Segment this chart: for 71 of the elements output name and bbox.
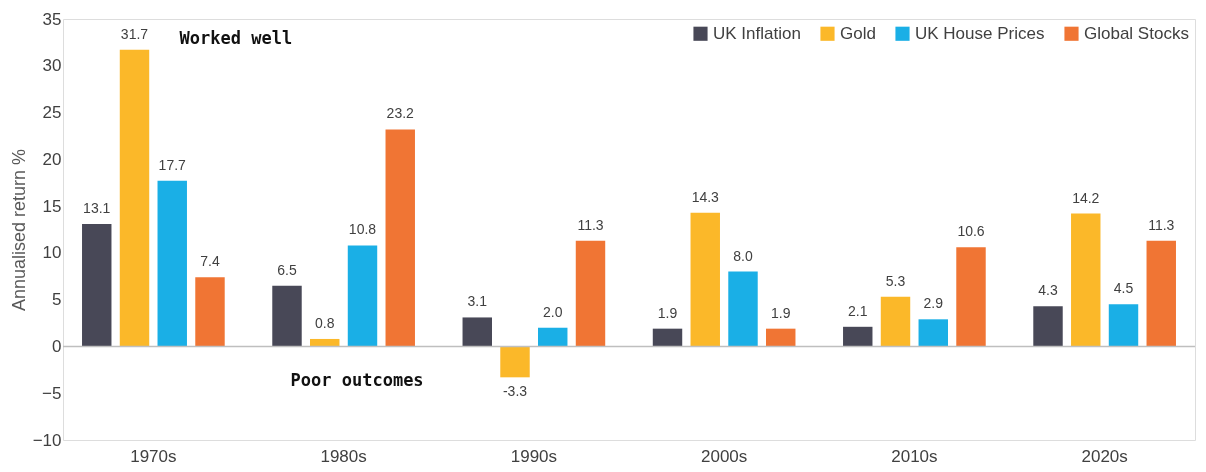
data-label: 23.2 [386, 105, 415, 122]
data-label: 14.3 [691, 188, 720, 205]
data-label: 31.7 [120, 25, 149, 42]
y-tick-label: 20 [42, 149, 62, 169]
data-label: 2.9 [923, 295, 944, 312]
data-label: 6.5 [277, 261, 297, 278]
x-tick-label: 1970s [130, 446, 177, 466]
data-label: 8.0 [733, 247, 753, 264]
bar [575, 240, 606, 347]
bar [1108, 304, 1139, 347]
y-axis-title: Annualised return % [8, 148, 29, 312]
bar [272, 285, 302, 347]
bar [347, 245, 378, 347]
data-label: 3.1 [467, 293, 488, 310]
bar [880, 296, 911, 347]
legend-label: UK Inflation [713, 23, 801, 43]
x-tick-label: 1980s [320, 446, 367, 466]
bar [1146, 240, 1176, 347]
data-label: 17.7 [158, 156, 187, 173]
y-tick-label: 35 [42, 9, 62, 29]
data-label: 1.9 [771, 304, 791, 321]
y-tick-label: 0 [52, 336, 62, 356]
data-label: 13.1 [83, 199, 111, 216]
y-tick-label: −10 [32, 430, 62, 450]
data-label: -3.3 [502, 383, 528, 400]
bar [956, 247, 986, 347]
data-label: 5.3 [885, 272, 906, 289]
bar [82, 223, 112, 347]
y-tick-label: 15 [42, 196, 62, 216]
legend-label: UK House Prices [915, 23, 1045, 43]
bar [310, 338, 340, 347]
bar [766, 328, 796, 347]
y-tick-label: 30 [42, 56, 62, 76]
annotation: Worked well [179, 28, 293, 48]
data-label: 1.9 [657, 304, 678, 321]
bar [157, 180, 187, 347]
bar [1071, 213, 1101, 347]
data-label: 10.6 [957, 223, 985, 240]
bar [1033, 306, 1063, 347]
data-label: 4.3 [1038, 282, 1058, 299]
data-label: 7.4 [200, 253, 220, 270]
annotation: Poor outcomes [290, 370, 424, 390]
bar [385, 129, 415, 347]
y-tick-label: 25 [42, 103, 62, 123]
data-label: 10.8 [348, 221, 377, 238]
data-label: 0.8 [315, 314, 335, 331]
bar [918, 319, 948, 347]
x-tick-label: 1990s [510, 446, 558, 466]
x-tick-label: 2020s [1081, 446, 1128, 466]
bar [652, 328, 683, 347]
x-tick-label: 2000s [700, 446, 748, 466]
y-tick-label: −5 [42, 383, 62, 403]
data-label: 14.2 [1072, 189, 1100, 206]
bar [500, 346, 530, 378]
data-label: 11.3 [577, 216, 604, 233]
legend-label: Global Stocks [1084, 23, 1189, 43]
x-tick-label: 2010s [891, 446, 938, 466]
data-label: 11.3 [1148, 216, 1175, 233]
bar [690, 212, 720, 347]
data-label: 4.5 [1113, 280, 1134, 297]
bar [538, 327, 568, 347]
data-label: 2.1 [848, 302, 868, 319]
bar [119, 49, 150, 347]
y-tick-label: 5 [52, 290, 62, 310]
y-tick-label: 10 [42, 243, 62, 263]
bar [728, 271, 758, 347]
data-label: 2.0 [543, 303, 563, 320]
bar [843, 326, 873, 347]
legend-label: Gold [840, 23, 876, 43]
bar [195, 277, 225, 347]
bar [462, 317, 492, 347]
